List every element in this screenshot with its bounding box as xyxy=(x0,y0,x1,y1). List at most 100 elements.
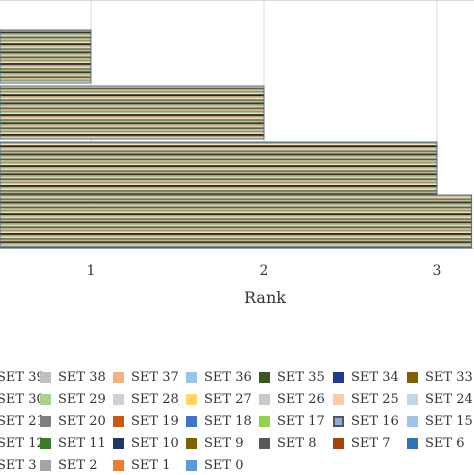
legend-swatch xyxy=(407,393,418,405)
bar-segment xyxy=(0,109,264,112)
bar-segment xyxy=(0,213,472,216)
bar-segment xyxy=(0,48,91,51)
legend-item: SET 33 xyxy=(407,367,473,387)
bar-segment xyxy=(0,171,437,174)
legend-label: SET 24 xyxy=(425,391,473,407)
bar-segment xyxy=(0,185,437,188)
legend-item: SET 35 xyxy=(259,367,325,387)
legend-item: SET 17 xyxy=(259,411,325,431)
legend-label: SET 11 xyxy=(58,435,106,451)
legend-label: SET 15 xyxy=(425,413,473,429)
legend-item: SET 7 xyxy=(333,433,390,453)
legend-swatch xyxy=(113,437,124,449)
bar-segment xyxy=(0,63,91,66)
bar-segment xyxy=(0,51,91,54)
bar-segment xyxy=(0,160,437,163)
bar-segment xyxy=(0,211,472,214)
bar-segment xyxy=(0,206,472,209)
legend-label: SET 25 xyxy=(351,391,399,407)
bar-segment xyxy=(0,69,91,72)
bar-segment xyxy=(0,208,472,211)
bar-segment xyxy=(0,143,437,146)
legend-label: SET 38 xyxy=(58,369,106,385)
bar-segment xyxy=(0,56,91,59)
bar-segment xyxy=(0,39,91,42)
legend-label: SET 2 xyxy=(58,457,98,473)
bar-segment xyxy=(0,178,437,181)
bar-segment xyxy=(0,102,264,105)
bar-segment xyxy=(0,183,437,186)
bar-segment xyxy=(0,89,264,92)
legend-swatch xyxy=(333,393,344,405)
legend-swatch xyxy=(186,437,197,449)
legend-label: SET 36 xyxy=(204,369,252,385)
bar-segment xyxy=(0,104,264,107)
legend-item: SET 26 xyxy=(259,389,325,409)
bar-segment xyxy=(0,92,264,95)
legend-swatch xyxy=(40,393,51,405)
bar-segment xyxy=(0,49,91,52)
legend-swatch xyxy=(40,459,51,471)
legend-swatch xyxy=(186,459,197,471)
legend-label: SET 8 xyxy=(277,435,317,451)
x-tick-label: 3 xyxy=(433,263,442,279)
legend-label: SET 20 xyxy=(58,413,106,429)
legend-label: SET 37 xyxy=(131,369,179,385)
bar-segment xyxy=(0,137,264,140)
bar-segment xyxy=(0,115,264,118)
legend-label: SET 28 xyxy=(131,391,179,407)
bar-segment xyxy=(0,36,91,39)
bar-segment xyxy=(0,173,437,176)
legend-swatch xyxy=(407,371,418,383)
legend-swatch xyxy=(259,371,270,383)
bar-segment xyxy=(0,199,472,202)
legend-label: SET 35 xyxy=(277,369,325,385)
bar-segment xyxy=(0,201,472,204)
bar-segment xyxy=(0,228,472,231)
legend-swatch xyxy=(40,437,51,449)
bar-group xyxy=(0,85,265,140)
legend-label: SET 10 xyxy=(131,435,179,451)
bar-segment xyxy=(0,134,264,136)
legend-item: SET 19 xyxy=(113,411,179,431)
bar-segment xyxy=(0,119,264,122)
bar-groups xyxy=(0,29,473,249)
bar-segment xyxy=(0,44,91,47)
legend-swatch xyxy=(40,415,51,427)
x-axis-title: Rank xyxy=(244,288,286,307)
bar-segment xyxy=(0,58,91,61)
bar-segment xyxy=(0,229,472,232)
bar-segment xyxy=(0,135,264,138)
legend-label: SET 0 xyxy=(204,457,244,473)
bar-segment xyxy=(0,132,264,135)
legend-item: SET 37 xyxy=(113,367,179,387)
bar-segment xyxy=(0,176,437,179)
legend-swatch xyxy=(333,371,344,383)
legend-item: SET 6 xyxy=(407,433,464,453)
legend-item: SET 2 xyxy=(40,455,97,475)
bar-segment xyxy=(0,122,264,125)
bar-segment xyxy=(0,156,437,159)
legend-swatch xyxy=(186,393,197,405)
bar-segment xyxy=(0,196,472,199)
bar-segment xyxy=(0,61,91,64)
legend-swatch xyxy=(186,371,197,383)
legend-item: SET 9 xyxy=(186,433,243,453)
legend-label: SET 12 xyxy=(0,435,45,451)
legend-swatch xyxy=(113,393,124,405)
bar-segment xyxy=(0,231,472,234)
legend-label: SET 27 xyxy=(204,391,252,407)
bar-segment xyxy=(0,198,472,201)
bar-segment xyxy=(0,155,437,158)
bar-segment xyxy=(0,170,437,173)
bar-segment xyxy=(0,86,264,88)
bar-segment xyxy=(0,110,264,113)
bar-segment xyxy=(0,175,437,178)
bar-segment xyxy=(0,168,437,171)
legend-label: SET 3 xyxy=(0,457,37,473)
bar-segment xyxy=(0,244,472,247)
legend-swatch xyxy=(113,459,124,471)
bar-segment xyxy=(0,114,264,117)
bar-segment xyxy=(0,71,91,74)
legend-item: SET 28 xyxy=(113,389,179,409)
